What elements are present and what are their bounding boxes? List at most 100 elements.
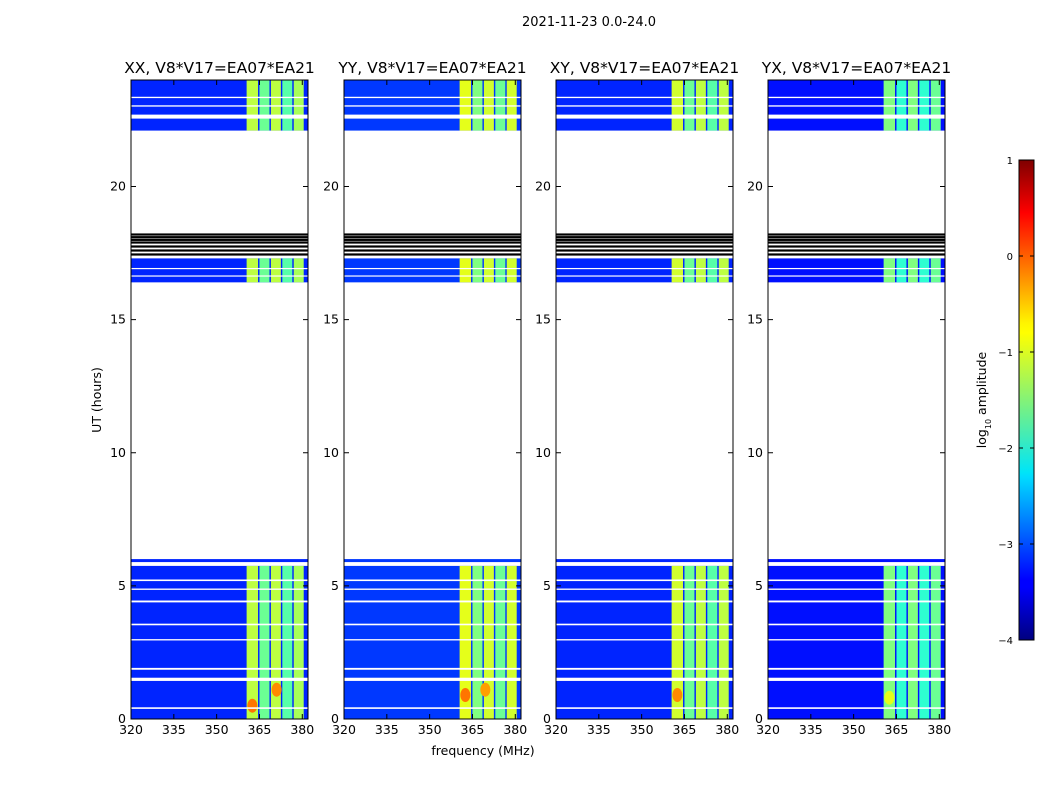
flag-gap xyxy=(131,600,308,603)
data-band xyxy=(131,258,308,283)
y-tick-label: 15 xyxy=(535,312,551,327)
flagged-line xyxy=(344,238,521,241)
panel-title: XY, V8*V17=EA07*EA21 xyxy=(550,59,739,77)
flag-gap xyxy=(556,677,733,681)
flag-gap xyxy=(768,579,945,582)
flagged-line xyxy=(344,253,521,256)
flag-gap xyxy=(131,639,308,641)
rfi-band xyxy=(495,565,506,719)
flag-gap xyxy=(131,96,308,99)
flag-gap xyxy=(344,623,521,626)
y-axis-label: UT (hours) xyxy=(89,367,104,433)
data-line xyxy=(344,559,521,563)
flagged-line xyxy=(344,245,521,248)
flagged-line xyxy=(131,253,308,256)
flag-gap xyxy=(768,600,945,603)
y-tick-label: 20 xyxy=(747,179,763,194)
colorbar-tick-label: −1 xyxy=(998,348,1013,359)
flag-gap xyxy=(344,579,521,582)
flag-gap xyxy=(768,677,945,681)
y-tick-label: 0 xyxy=(118,711,126,726)
flagged-line xyxy=(344,233,521,236)
flagged-line xyxy=(131,249,308,252)
flagged-line xyxy=(768,245,945,248)
panel-frame xyxy=(767,79,946,720)
flag-gap xyxy=(768,267,945,270)
rfi-band xyxy=(707,565,718,719)
rfi-band xyxy=(293,565,304,719)
y-tick-label: 0 xyxy=(755,711,763,726)
flagged-line xyxy=(344,236,521,239)
rfi-band xyxy=(907,258,918,283)
rfi-band xyxy=(282,258,293,283)
flag-gap xyxy=(344,114,521,119)
flagged-line xyxy=(556,249,733,252)
data-band xyxy=(556,258,733,283)
colorbar-gradient xyxy=(1018,159,1035,641)
x-tick-label: 335 xyxy=(587,722,611,737)
flag-gap xyxy=(556,267,733,270)
rfi-band xyxy=(246,258,259,283)
rfi-band xyxy=(246,565,259,719)
colorbar: 1 0 −1 −2 −3 −4 log10 amplitude xyxy=(974,156,1035,647)
x-tick-label: 335 xyxy=(375,722,399,737)
flagged-line xyxy=(768,253,945,256)
rfi-band xyxy=(495,258,506,283)
flag-gap xyxy=(131,114,308,119)
x-tick-label: 380 xyxy=(290,722,314,737)
rfi-band xyxy=(259,565,270,719)
flag-gap xyxy=(768,588,945,590)
figure-suptitle: 2021-11-23 0.0-24.0 xyxy=(522,15,656,30)
rfi-band xyxy=(483,565,494,719)
flag-gap xyxy=(768,105,945,107)
flag-gap xyxy=(344,707,521,709)
x-tick-label: 350 xyxy=(418,722,442,737)
flag-gap xyxy=(131,105,308,107)
rfi-band xyxy=(671,258,684,283)
y-tick-label: 20 xyxy=(535,179,551,194)
rfi-band xyxy=(684,565,695,719)
hot-spot xyxy=(271,682,282,697)
colorbar-tick-label: 1 xyxy=(1007,156,1013,167)
flag-gap xyxy=(556,667,733,670)
y-tick-label: 5 xyxy=(118,578,126,593)
x-tick-label: 380 xyxy=(503,722,527,737)
flag-gap xyxy=(768,275,945,277)
flag-gap xyxy=(344,677,521,681)
rfi-band xyxy=(282,565,293,719)
panel-frame xyxy=(555,79,734,720)
data-line xyxy=(768,559,945,563)
flag-gap xyxy=(344,588,521,590)
flag-gap xyxy=(768,114,945,119)
x-tick-label: 335 xyxy=(162,722,186,737)
flagged-line xyxy=(768,238,945,241)
x-tick-label: 380 xyxy=(927,722,951,737)
rfi-band xyxy=(695,258,706,283)
flag-gap xyxy=(768,96,945,99)
rfi-band xyxy=(671,565,684,719)
rfi-band xyxy=(707,258,718,283)
rfi-band xyxy=(718,565,729,719)
data-band xyxy=(344,258,521,283)
flag-gap xyxy=(131,588,308,590)
flag-gap xyxy=(556,588,733,590)
flag-gap xyxy=(768,667,945,670)
y-tick-label: 10 xyxy=(323,445,339,460)
y-tick-label: 10 xyxy=(535,445,551,460)
rfi-band xyxy=(896,258,907,283)
flag-gap xyxy=(131,267,308,270)
panel-1: XX, V8*V17=EA07*EA21 320 335 350 365 380 0 5 10 1… xyxy=(110,59,315,737)
panel-frame xyxy=(343,79,522,720)
flagged-line xyxy=(556,253,733,256)
rfi-band xyxy=(930,565,941,719)
panel-4: YX, V8*V17=EA07*EA21 320 335 350 365 380 0 5 10 1… xyxy=(747,59,951,737)
flag-gap xyxy=(768,623,945,626)
rfi-band xyxy=(919,565,930,719)
rfi-band xyxy=(270,258,281,283)
data-line xyxy=(131,559,308,563)
x-tick-label: 350 xyxy=(205,722,229,737)
rfi-band xyxy=(259,258,270,283)
x-axis-label: frequency (MHz) xyxy=(431,743,534,758)
rfi-band xyxy=(472,258,483,283)
flagged-line xyxy=(768,233,945,236)
